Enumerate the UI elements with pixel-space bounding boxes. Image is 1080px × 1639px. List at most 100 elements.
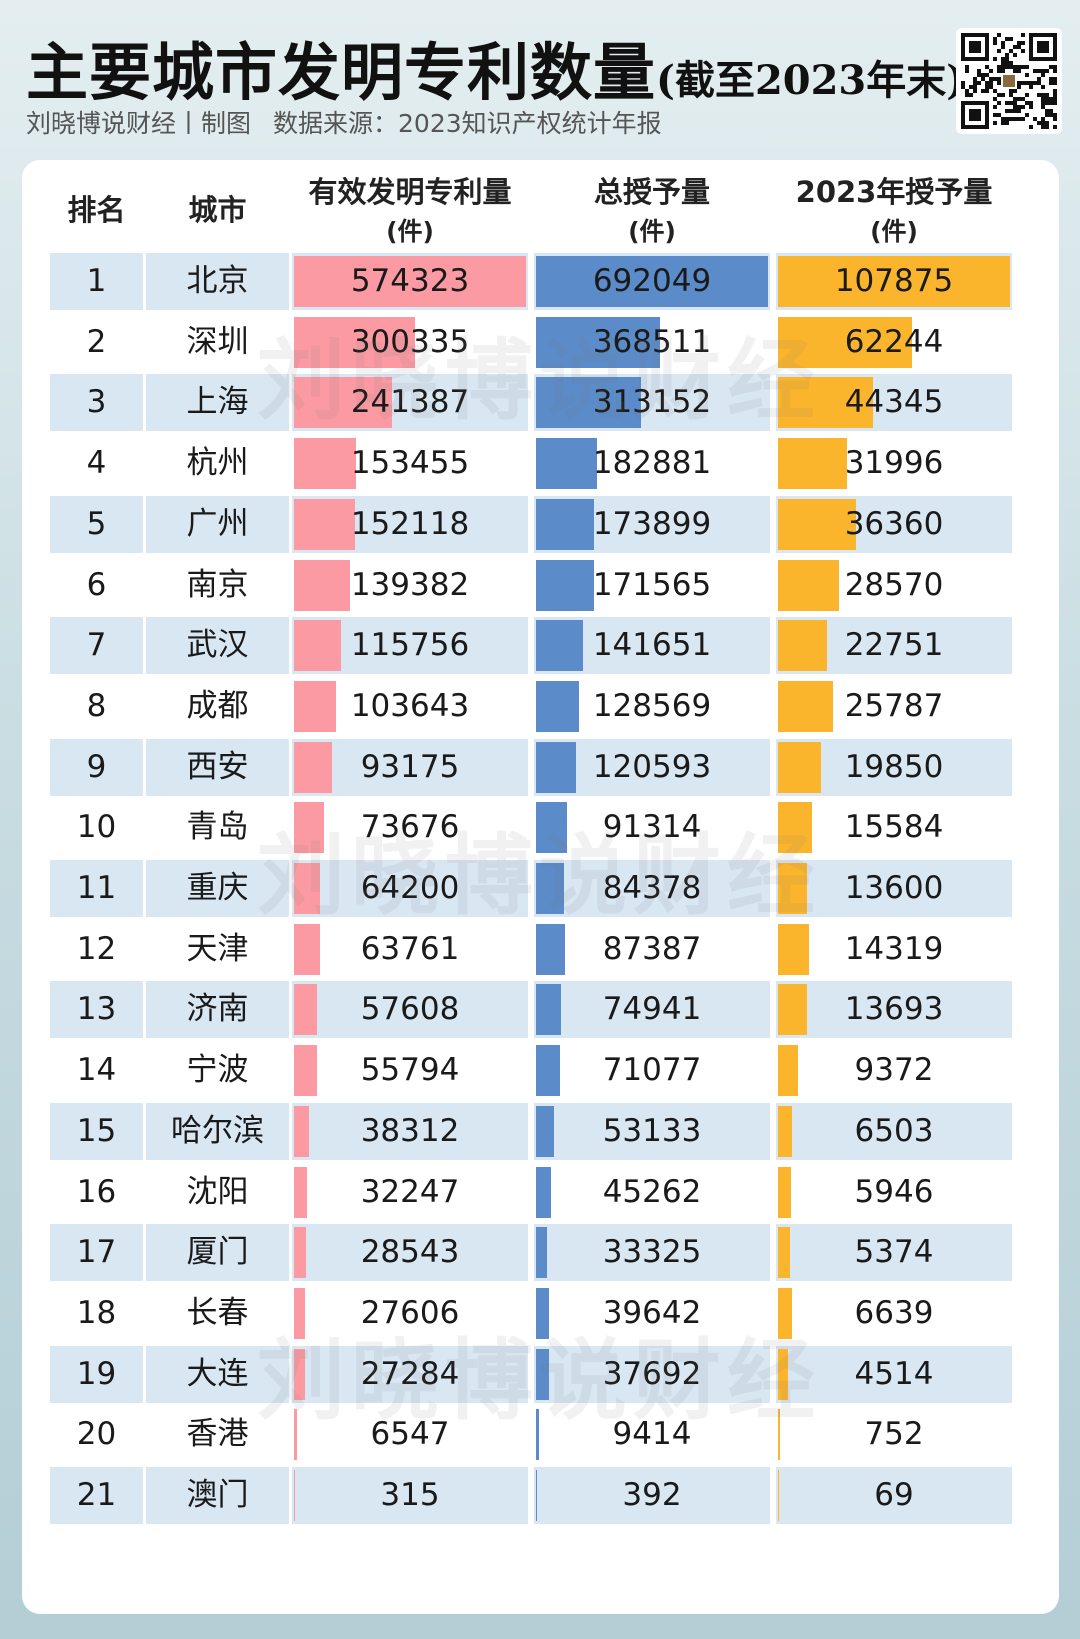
- granted-2023-cell: 62244: [776, 314, 1012, 371]
- total-granted-value: 692049: [592, 263, 712, 299]
- column-header-unit: (件): [386, 217, 434, 246]
- valid-patents-value: 6547: [370, 1416, 450, 1453]
- rank-cell: 20: [76, 1416, 117, 1453]
- valid-patents-cell: 300335: [292, 314, 528, 371]
- granted-2023-bar: [778, 802, 812, 854]
- granted-2023-value: 25787: [844, 687, 944, 724]
- city-cell: 西安: [146, 738, 289, 796]
- total-granted-cell: 368511: [534, 314, 770, 371]
- table-row: 4 杭州 153455 182881 31996: [22, 435, 1059, 492]
- table-row: 12 天津 63761 87387 14319: [22, 921, 1059, 978]
- granted-2023-cell: 19850: [776, 738, 1012, 796]
- granted-2023-cell: 4514: [776, 1345, 1012, 1403]
- valid-patents-bar: [294, 1470, 295, 1521]
- granted-2023-bar: [778, 1287, 793, 1339]
- total-granted-value: 71077: [602, 1052, 702, 1089]
- total-granted-cell: 141651: [534, 617, 770, 675]
- table-row: 16 沈阳 32247 45262 5946: [22, 1164, 1059, 1221]
- valid-patents-cell: 6547: [292, 1406, 528, 1463]
- granted-2023-value: 36360: [844, 505, 944, 542]
- data-source: 数据来源：2023知识产权统计年报: [273, 109, 662, 138]
- total-granted-bar: [536, 498, 595, 550]
- valid-patents-value: 73676: [360, 809, 460, 846]
- total-granted-cell: 53133: [534, 1102, 770, 1160]
- total-granted-value: 313152: [592, 384, 712, 421]
- valid-patents-cell: 152118: [292, 495, 528, 553]
- valid-patents-value: 241387: [350, 384, 470, 421]
- total-granted-value: 182881: [592, 445, 712, 482]
- rank-cell: 10: [76, 809, 117, 846]
- valid-patents-cell: 27606: [292, 1285, 528, 1342]
- valid-patents-bar: [294, 863, 320, 914]
- granted-2023-cell: 6639: [776, 1285, 1012, 1342]
- total-granted-bar: [536, 984, 562, 1036]
- table-row: 11 重庆 64200 84378 13600: [22, 860, 1059, 917]
- rank-cell: 8: [86, 687, 107, 724]
- granted-2023-bar: [778, 1166, 791, 1218]
- city-cell: 香港: [186, 1416, 249, 1453]
- table-row: 18 长春 27606 39642 6639: [22, 1285, 1059, 1342]
- table-row: 8 成都 103643 128569 25787: [22, 678, 1059, 735]
- granted-2023-value: 19850: [844, 748, 944, 785]
- total-granted-value: 33325: [602, 1234, 702, 1271]
- column-header-unit: (件): [870, 217, 918, 246]
- valid-patents-cell: 28543: [292, 1224, 528, 1282]
- city-cell: 天津: [186, 930, 249, 967]
- total-granted-value: 171565: [592, 566, 712, 603]
- city-cell: 济南: [146, 981, 289, 1039]
- rank-cell: 17: [50, 1224, 143, 1282]
- granted-2023-cell: 31996: [776, 435, 1012, 492]
- valid-patents-cell: 57608: [292, 981, 528, 1039]
- valid-patents-bar: [294, 984, 318, 1036]
- total-granted-cell: 9414: [534, 1406, 770, 1463]
- granted-2023-cell: 13693: [776, 981, 1012, 1039]
- table-row: 14 宁波 55794 71077 9372: [22, 1042, 1059, 1099]
- table-row: 13 济南 57608 74941 13693: [22, 981, 1059, 1039]
- total-granted-value: 9414: [612, 1416, 692, 1453]
- valid-patents-bar: [294, 741, 332, 793]
- total-granted-value: 91314: [602, 809, 702, 846]
- column-header-2: 城市: [188, 193, 247, 227]
- table-row: 5 广州 152118 173899 36360: [22, 495, 1059, 553]
- total-granted-cell: 128569: [534, 678, 770, 735]
- granted-2023-bar: [778, 741, 821, 793]
- valid-patents-value: 57608: [360, 991, 460, 1028]
- valid-patents-bar: [294, 438, 356, 490]
- total-granted-cell: 313152: [534, 374, 770, 432]
- valid-patents-cell: 115756: [292, 617, 528, 675]
- granted-2023-value: 5374: [854, 1234, 934, 1271]
- total-granted-value: 84378: [602, 870, 702, 906]
- author-credit: 刘晓博说财经丨制图: [26, 109, 252, 138]
- city-cell: 上海: [146, 374, 289, 432]
- total-granted-bar: [536, 1470, 537, 1521]
- valid-patents-value: 300335: [350, 323, 470, 360]
- granted-2023-bar: [778, 1409, 780, 1461]
- total-granted-value: 368511: [592, 323, 712, 360]
- rank-cell: 21: [50, 1467, 143, 1524]
- total-granted-bar: [536, 438, 598, 490]
- valid-patents-cell: 63761: [292, 921, 528, 978]
- granted-2023-cell: 14319: [776, 921, 1012, 978]
- rank-cell: 12: [76, 930, 117, 967]
- granted-2023-cell: 22751: [776, 617, 1012, 675]
- valid-patents-cell: 103643: [292, 678, 528, 735]
- total-granted-value: 141651: [592, 627, 712, 664]
- valid-patents-value: 27284: [360, 1355, 460, 1392]
- city-cell: 厦门: [146, 1224, 289, 1282]
- valid-patents-bar: [294, 377, 392, 429]
- granted-2023-value: 62244: [844, 323, 944, 360]
- valid-patents-cell: 315: [292, 1467, 528, 1524]
- valid-patents-value: 63761: [360, 930, 460, 967]
- total-granted-value: 173899: [592, 505, 712, 542]
- valid-patents-cell: 153455: [292, 435, 528, 492]
- valid-patents-value: 315: [380, 1477, 440, 1513]
- valid-patents-bar: [294, 1105, 310, 1157]
- valid-patents-cell: 64200: [292, 860, 528, 917]
- total-granted-value: 37692: [602, 1355, 702, 1392]
- rank-cell: 18: [76, 1294, 117, 1331]
- table-row: 15 哈尔滨 38312 53133 6503: [22, 1102, 1059, 1160]
- valid-patents-cell: 139382: [292, 557, 528, 614]
- granted-2023-value: 752: [864, 1416, 924, 1453]
- valid-patents-value: 32247: [360, 1173, 460, 1210]
- total-granted-bar: [536, 923, 566, 975]
